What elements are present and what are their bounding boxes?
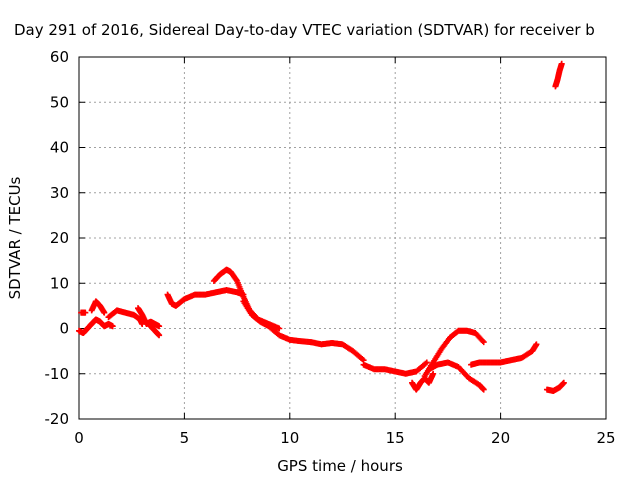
data-points [76,60,567,394]
data-point [560,379,567,386]
series-seg3 [78,309,89,316]
x-axis-label: GPS time / hours [277,457,403,475]
series-seg2 [88,298,108,316]
series-seg5 [135,305,163,330]
data-point [480,386,487,393]
axis-ticks: 0 5 10 15 20 25 -20 -10 0 10 20 30 40 50 60 [45,48,616,447]
x-tick-label: 25 [596,429,615,447]
y-tick-label: 10 [50,274,69,292]
y-tick-label: 50 [50,93,69,111]
data-point [101,309,108,316]
x-tick-label: 20 [491,429,510,447]
y-tick-label: -10 [45,365,70,383]
series-seg14 [425,359,487,393]
series-seg16 [543,379,567,394]
data-point [479,337,486,344]
data-point [558,60,565,67]
series-seg12 [409,370,437,393]
chart-title: Day 291 of 2016, Sidereal Day-to-day VTE… [14,21,595,39]
y-tick-label: 40 [50,139,69,157]
x-tick-label: 10 [280,429,299,447]
x-tick-label: 15 [386,429,405,447]
data-point [423,359,430,366]
data-point [533,341,540,348]
series-seg1 [76,316,116,337]
y-tick-label: 60 [50,48,69,66]
y-tick-label: 20 [50,229,69,247]
series-seg15 [468,341,540,368]
y-tick-label: 0 [59,320,69,338]
data-point [480,339,487,346]
data-point [156,323,163,330]
series-seg17 [552,60,565,90]
series-seg6 [147,323,163,339]
series-seg11 [360,359,430,377]
y-tick-label: 30 [50,184,69,202]
data-point [156,332,163,339]
x-tick-label: 5 [180,429,190,447]
series-seg4 [105,307,146,327]
series-seg10 [307,339,367,364]
y-tick-label: -20 [45,410,70,428]
x-tick-label: 0 [74,429,84,447]
y-axis-label: SDTVAR / TECUs [6,176,24,299]
grid-lines [79,57,606,419]
data-point [430,370,437,377]
data-point [109,323,116,330]
series-seg13 [421,327,487,380]
data-point [82,309,89,316]
data-point [276,325,283,332]
